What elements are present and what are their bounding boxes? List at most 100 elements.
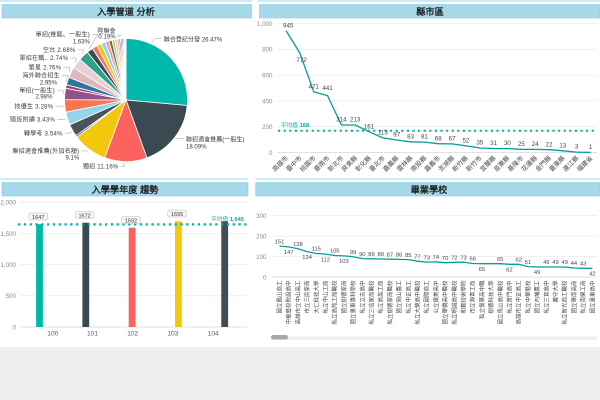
svg-text:103: 103 [167, 330, 178, 337]
svg-text:70: 70 [442, 256, 448, 262]
svg-text:陸聯會: 陸聯會 [97, 27, 115, 35]
svg-text:65: 65 [479, 267, 485, 273]
svg-text:繁星 2.76%: 繁星 2.76% [29, 63, 62, 71]
svg-text:200: 200 [262, 124, 273, 131]
svg-text:聯招適會推薦(外加名額): 聯招適會推薦(外加名額) [12, 147, 79, 155]
svg-text:轉學考 3.54%: 轉學考 3.54% [24, 129, 63, 137]
svg-text:138: 138 [293, 242, 303, 248]
svg-text:0: 0 [263, 274, 267, 281]
svg-text:單招在職.. 2.74%: 單招在職.. 2.74% [20, 54, 69, 62]
svg-text:49: 49 [552, 260, 558, 266]
svg-text:中華藝校附設高中: 中華藝校附設高中 [285, 281, 293, 325]
svg-text:471: 471 [309, 83, 320, 90]
svg-text:81: 81 [421, 134, 428, 141]
svg-text:62: 62 [515, 258, 521, 264]
svg-text:1,500: 1,500 [1, 231, 17, 238]
svg-text:私立普門高中: 私立普門高中 [506, 281, 514, 314]
svg-text:105: 105 [330, 249, 340, 255]
svg-text:49: 49 [543, 260, 549, 266]
svg-text:151: 151 [275, 239, 285, 245]
svg-text:9.1%: 9.1% [66, 155, 80, 161]
svg-text:國立臺東高中: 國立臺東高中 [588, 281, 596, 314]
svg-text:99: 99 [350, 250, 356, 256]
svg-text:600: 600 [262, 73, 273, 80]
svg-text:314: 314 [336, 117, 347, 124]
svg-text:國立樹德家商: 國立樹德家商 [340, 280, 348, 314]
svg-text:市立三民家商: 市立三民家商 [303, 280, 311, 314]
svg-text:22: 22 [546, 141, 553, 148]
svg-text:66: 66 [469, 257, 475, 263]
svg-text:國立岡山農工: 國立岡山農工 [395, 280, 403, 314]
svg-text:市立海青工商: 市立海青工商 [469, 280, 477, 314]
svg-text:私立中華藝校: 私立中華藝校 [524, 280, 532, 314]
svg-text:35: 35 [476, 140, 483, 147]
svg-text:私立高苑工商職校: 私立高苑工商職校 [331, 280, 339, 325]
svg-text:入學管道 分析: 入學管道 分析 [97, 6, 155, 17]
svg-text:18.09%: 18.09% [186, 145, 207, 151]
svg-text:私立大榮高中職校: 私立大榮高中職校 [414, 280, 422, 325]
svg-text:124: 124 [302, 255, 312, 261]
svg-text:隨班附讀 3.43%: 隨班附讀 3.43% [10, 116, 55, 124]
svg-text:62: 62 [506, 268, 512, 274]
svg-text:高雄市立中正高工: 高雄市立中正高工 [515, 280, 523, 325]
svg-text:1695: 1695 [171, 212, 183, 218]
svg-text:私立樹德家商職校: 私立樹德家商職校 [386, 280, 394, 325]
svg-text:31: 31 [490, 140, 497, 147]
svg-text:500: 500 [6, 293, 17, 300]
svg-text:68: 68 [435, 135, 442, 142]
svg-text:89: 89 [368, 252, 374, 258]
svg-text:1,000: 1,000 [1, 262, 17, 269]
svg-text:聯招適會推薦(一般生): 聯招適會推薦(一般生) [186, 135, 244, 143]
svg-text:公立旗美高中: 公立旗美高中 [432, 281, 440, 314]
svg-text:1.63%: 1.63% [73, 40, 91, 46]
svg-text:30: 30 [504, 140, 511, 147]
svg-text:私立高英工商: 私立高英工商 [377, 280, 385, 314]
svg-text:102: 102 [127, 330, 138, 337]
svg-text:83: 83 [407, 133, 414, 140]
svg-text:945: 945 [283, 22, 294, 29]
svg-text:聯合登記分發 26.47%: 聯合登記分發 26.47% [164, 35, 223, 43]
svg-text:200: 200 [256, 234, 267, 241]
svg-text:161: 161 [364, 123, 375, 130]
svg-text:和春技術學院: 和春技術學院 [460, 280, 468, 314]
svg-text:1,000: 1,000 [257, 21, 273, 28]
svg-text:1592: 1592 [125, 218, 137, 224]
svg-text:1647: 1647 [32, 215, 44, 221]
svg-text:73: 73 [423, 255, 429, 261]
svg-text:私立中山工商: 私立中山工商 [322, 280, 330, 314]
svg-text:42: 42 [589, 272, 595, 278]
svg-text:私立國際商工: 私立國際商工 [423, 280, 431, 314]
svg-text:100: 100 [47, 330, 58, 337]
svg-text:52: 52 [462, 137, 469, 144]
svg-text:87: 87 [387, 252, 393, 258]
svg-text:畢業學校: 畢業學校 [411, 184, 449, 195]
svg-text:400: 400 [262, 98, 273, 105]
svg-text:65: 65 [497, 257, 503, 263]
svg-text:國立臺東專科學校: 國立臺東專科學校 [349, 280, 357, 325]
svg-text:私立三信家商職校: 私立三信家商職校 [368, 280, 376, 325]
svg-text:私立立志高中: 私立立志高中 [358, 281, 366, 314]
svg-text:85: 85 [405, 253, 411, 259]
svg-text:67: 67 [449, 136, 456, 143]
svg-text:147: 147 [284, 250, 294, 256]
svg-text:49: 49 [561, 260, 567, 266]
svg-text:空台 2.68%: 空台 2.68% [43, 46, 76, 54]
svg-text:國立內埔農工: 國立內埔農工 [533, 280, 541, 314]
svg-text:平均值 1,645: 平均值 1,645 [211, 215, 244, 223]
svg-text:單招(一般生): 單招(一般生) [19, 86, 55, 94]
svg-text:義守大學: 義守大學 [552, 280, 560, 303]
svg-text:300: 300 [256, 213, 267, 220]
svg-text:112: 112 [321, 257, 330, 263]
svg-text:國立馬公高中職校: 國立馬公高中職校 [496, 280, 504, 325]
svg-text:77: 77 [414, 254, 420, 260]
svg-text:2.95%: 2.95% [40, 81, 58, 87]
svg-text:86: 86 [396, 253, 402, 259]
svg-text:2,000: 2,000 [1, 200, 17, 207]
svg-text:入學學年度 趨勢: 入學學年度 趨勢 [92, 184, 160, 195]
svg-text:73: 73 [460, 255, 466, 261]
svg-text:88: 88 [377, 252, 383, 258]
svg-text:800: 800 [262, 47, 273, 54]
svg-text:私立智光商工職校: 私立智光商工職校 [561, 280, 569, 325]
svg-text:24: 24 [532, 141, 539, 148]
svg-text:100: 100 [256, 254, 267, 261]
